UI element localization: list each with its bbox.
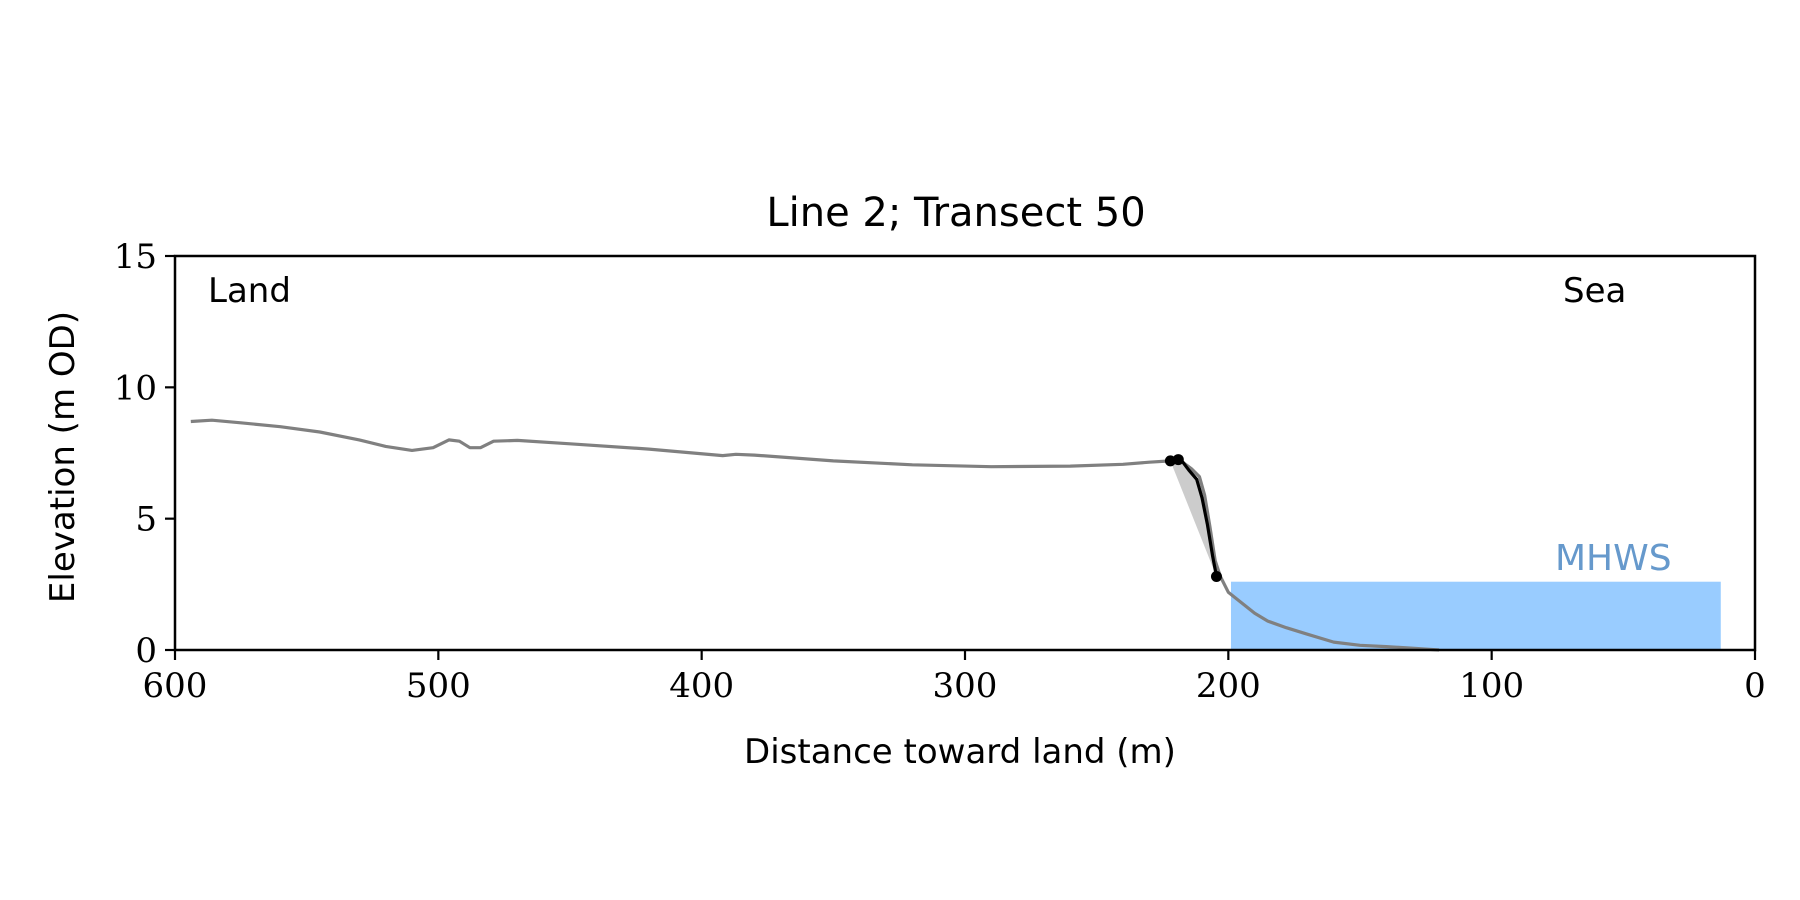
x-tick-label-300: 300 [933, 666, 998, 706]
x-tick-label-600: 600 [143, 666, 208, 706]
y-axis: 0 5 10 15 [114, 237, 175, 671]
mhws-label: MHWS [1555, 538, 1672, 579]
x-tick-label-500: 500 [406, 666, 471, 706]
y-tick-label-5: 5 [135, 500, 157, 540]
chart-title: Line 2; Transect 50 [766, 190, 1145, 236]
x-tick-label-100: 100 [1459, 666, 1524, 706]
x-axis: 600 500 400 300 200 100 0 [143, 650, 1766, 706]
x-axis-label: Distance toward land (m) [744, 732, 1176, 772]
cliff-shading [1170, 459, 1217, 577]
mhws-rect [1230, 581, 1721, 650]
land-label: Land [208, 271, 291, 311]
y-tick-label-10: 10 [114, 368, 157, 408]
x-tick-label-0: 0 [1744, 666, 1766, 706]
x-tick-label-400: 400 [669, 666, 734, 706]
cliff-point-2 [1210, 570, 1222, 582]
profile-line [190, 418, 1440, 652]
cliff-point-1 [1172, 454, 1184, 466]
y-axis-label: Elevation (m OD) [43, 311, 83, 603]
y-tick-label-0: 0 [135, 631, 157, 671]
sea-label: Sea [1563, 271, 1626, 311]
mhws-region [1230, 581, 1721, 650]
cliff-shade-polygon [1170, 459, 1217, 577]
profile-series [190, 418, 1440, 652]
cliff-markers [1164, 454, 1222, 582]
x-tick-label-200: 200 [1196, 666, 1261, 706]
y-tick-label-15: 15 [114, 237, 157, 277]
